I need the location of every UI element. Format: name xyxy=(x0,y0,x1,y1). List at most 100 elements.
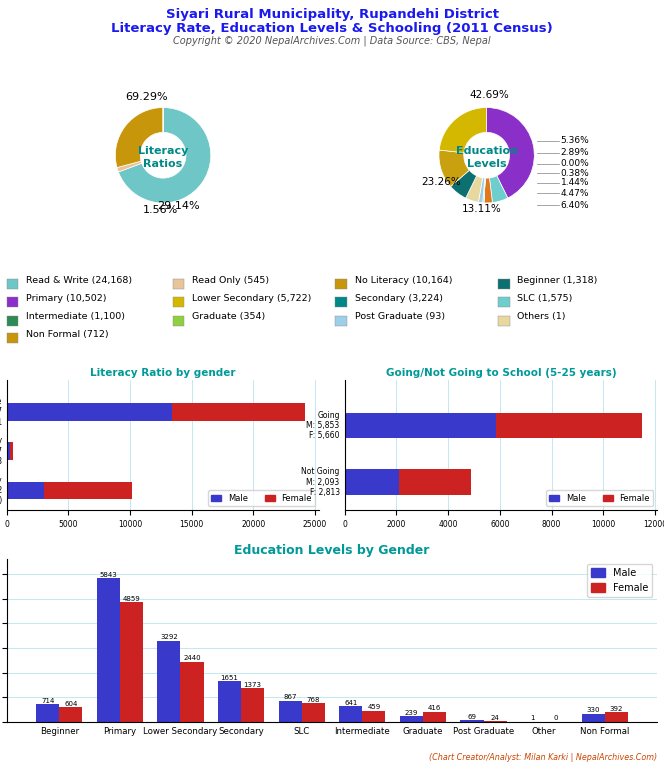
Bar xyxy=(335,279,347,289)
Wedge shape xyxy=(117,161,141,172)
Text: 3292: 3292 xyxy=(160,634,178,641)
Wedge shape xyxy=(489,176,508,203)
Text: Read & Write (24,168): Read & Write (24,168) xyxy=(26,276,132,285)
Bar xyxy=(363,710,385,722)
Wedge shape xyxy=(116,108,163,167)
Bar xyxy=(7,333,19,343)
Text: 4.47%: 4.47% xyxy=(560,189,589,198)
Text: 239: 239 xyxy=(405,710,418,716)
Bar xyxy=(7,279,19,289)
Wedge shape xyxy=(483,178,485,203)
Text: Secondary (3,224): Secondary (3,224) xyxy=(355,294,443,303)
Bar xyxy=(335,316,347,326)
Bar xyxy=(173,316,185,326)
Bar xyxy=(498,316,510,326)
Text: Lower Secondary (5,722): Lower Secondary (5,722) xyxy=(192,294,311,303)
Bar xyxy=(498,297,510,307)
Text: 768: 768 xyxy=(307,697,320,703)
Wedge shape xyxy=(465,176,483,202)
Bar xyxy=(173,279,185,289)
Text: 0: 0 xyxy=(553,716,558,721)
Text: 459: 459 xyxy=(367,704,380,710)
Text: Literacy Rate, Education Levels & Schooling (2011 Census): Literacy Rate, Education Levels & School… xyxy=(111,22,553,35)
Wedge shape xyxy=(487,108,535,198)
Text: 29.14%: 29.14% xyxy=(157,200,200,210)
Text: 416: 416 xyxy=(428,705,441,711)
Bar xyxy=(157,641,181,722)
Text: 69: 69 xyxy=(467,713,477,720)
Bar xyxy=(173,297,185,307)
Legend: Male, Female: Male, Female xyxy=(208,491,315,506)
Wedge shape xyxy=(484,178,485,203)
Text: 1.44%: 1.44% xyxy=(560,178,589,187)
Bar xyxy=(7,316,19,326)
Bar xyxy=(120,602,143,722)
Text: 6.40%: 6.40% xyxy=(560,200,589,210)
Text: 4859: 4859 xyxy=(122,596,140,602)
Text: 69.29%: 69.29% xyxy=(125,92,168,102)
Text: SLC (1,575): SLC (1,575) xyxy=(517,294,573,303)
Text: 5843: 5843 xyxy=(100,571,118,578)
Text: 0.38%: 0.38% xyxy=(560,169,589,178)
Bar xyxy=(400,716,423,722)
Bar xyxy=(345,469,398,495)
Bar xyxy=(218,681,241,722)
Text: 330: 330 xyxy=(586,707,600,713)
Bar xyxy=(423,712,446,722)
Text: Education: Education xyxy=(456,147,518,157)
Bar xyxy=(7,403,172,421)
Text: 1: 1 xyxy=(531,716,535,721)
Bar xyxy=(605,712,627,722)
Bar xyxy=(498,279,510,289)
Text: 604: 604 xyxy=(64,700,78,707)
Bar xyxy=(241,688,264,722)
Bar xyxy=(7,442,10,460)
Wedge shape xyxy=(439,108,487,153)
Text: Copyright © 2020 NepalArchives.Com | Data Source: CBS, Nepal: Copyright © 2020 NepalArchives.Com | Dat… xyxy=(173,35,491,46)
Legend: Male, Female: Male, Female xyxy=(587,564,653,597)
Text: Siyari Rural Municipality, Rupandehi District: Siyari Rural Municipality, Rupandehi Dis… xyxy=(165,8,499,21)
Text: 1373: 1373 xyxy=(244,682,262,687)
Text: Graduate (354): Graduate (354) xyxy=(192,313,266,321)
Title: Literacy Ratio by gender: Literacy Ratio by gender xyxy=(90,368,236,378)
Bar xyxy=(301,703,325,722)
Bar xyxy=(7,482,44,499)
Bar xyxy=(181,662,203,722)
Bar xyxy=(44,482,132,499)
Bar xyxy=(279,700,301,722)
Text: Post Graduate (93): Post Graduate (93) xyxy=(355,313,445,321)
Text: 1651: 1651 xyxy=(220,675,238,680)
Bar xyxy=(59,707,82,722)
Bar xyxy=(335,297,347,307)
Bar xyxy=(398,469,471,495)
Bar xyxy=(37,704,59,722)
Text: 5.36%: 5.36% xyxy=(560,137,589,145)
Bar xyxy=(461,720,483,722)
Title: Going/Not Going to School (5-25 years): Going/Not Going to School (5-25 years) xyxy=(386,368,616,378)
Legend: Male, Female: Male, Female xyxy=(546,491,653,506)
Text: 0.00%: 0.00% xyxy=(560,159,589,168)
Text: 867: 867 xyxy=(284,694,297,700)
Bar xyxy=(582,713,605,722)
Bar xyxy=(496,412,643,439)
Wedge shape xyxy=(478,177,485,203)
Wedge shape xyxy=(439,150,469,187)
Bar xyxy=(172,403,305,421)
Text: Others (1): Others (1) xyxy=(517,313,566,321)
Text: 42.69%: 42.69% xyxy=(469,90,509,100)
Text: Levels: Levels xyxy=(467,159,507,169)
Wedge shape xyxy=(451,170,477,198)
Text: 13.11%: 13.11% xyxy=(462,204,502,214)
Text: 23.26%: 23.26% xyxy=(422,177,461,187)
Text: 392: 392 xyxy=(610,706,623,712)
Text: No Literacy (10,164): No Literacy (10,164) xyxy=(355,276,452,285)
Text: Beginner (1,318): Beginner (1,318) xyxy=(517,276,598,285)
Text: Non Formal (712): Non Formal (712) xyxy=(26,330,109,339)
Text: 714: 714 xyxy=(41,698,54,703)
Text: Ratios: Ratios xyxy=(143,159,183,169)
Bar xyxy=(7,297,19,307)
Wedge shape xyxy=(484,178,493,203)
Bar xyxy=(345,412,496,439)
Text: 1.56%: 1.56% xyxy=(143,205,179,215)
Text: Primary (10,502): Primary (10,502) xyxy=(26,294,107,303)
